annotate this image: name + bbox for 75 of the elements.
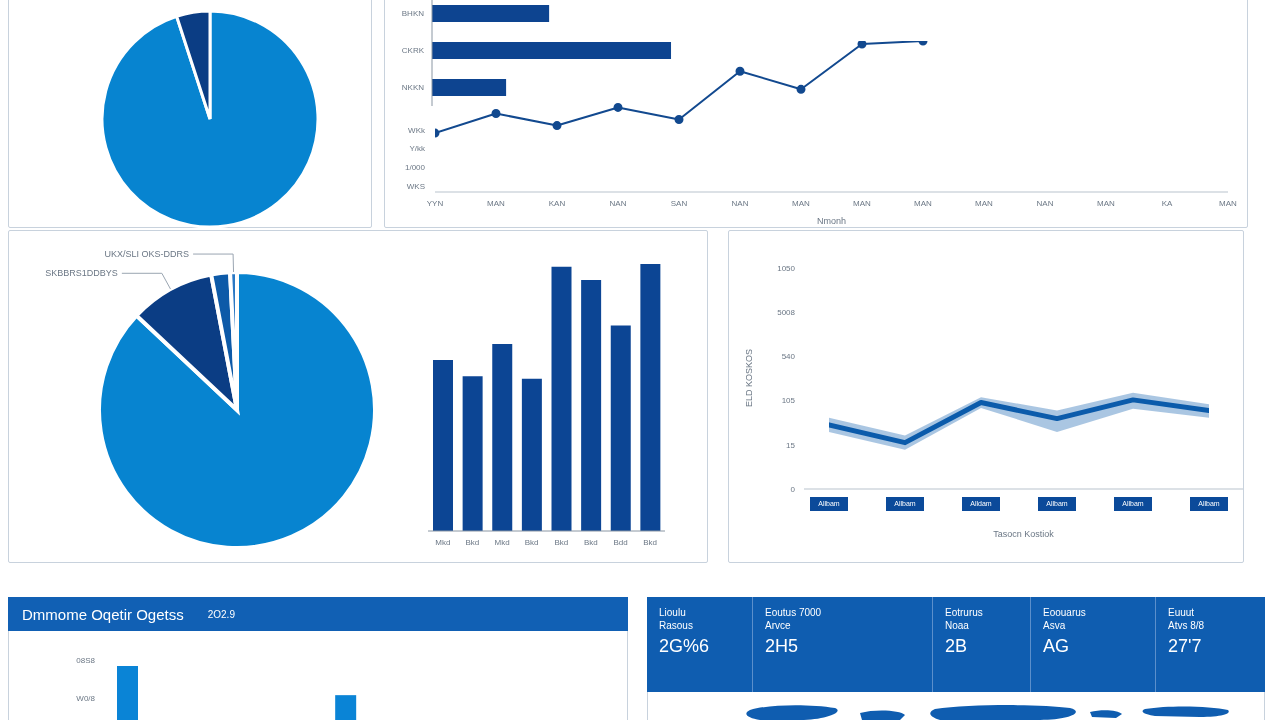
pie-slice: [100, 9, 320, 228]
x-tick-label: MAN: [487, 198, 506, 208]
text: 1050: [777, 263, 796, 273]
bar: [610, 325, 631, 531]
text: Eoutus 7000: [765, 607, 822, 618]
x-tick-label: MAN: [853, 198, 872, 208]
text: 2B: [945, 636, 968, 656]
text: AG: [1043, 636, 1070, 656]
bar: [581, 280, 602, 531]
y-tick-label: CKRK: [401, 46, 425, 56]
x-tick-label: MAN: [1219, 198, 1238, 208]
x-tick-label: Bdd: [613, 537, 628, 547]
point: [857, 41, 867, 49]
text: Euuut: [1168, 607, 1195, 618]
bar: [521, 378, 542, 531]
text: 0: [790, 484, 796, 494]
x-tick-label: Bkd: [554, 537, 569, 547]
x-tick-label: NAN: [731, 198, 749, 208]
x-tick-label: Mkd: [494, 537, 510, 547]
text: 5008: [777, 308, 796, 317]
text: Y/kk: [409, 144, 426, 154]
text: Rasous: [659, 620, 693, 631]
x-axis-title: Nmonh: [816, 216, 847, 226]
y-tick-label: BHKN: [401, 9, 425, 19]
text: 1/000: [404, 163, 426, 173]
x-tick-label: KAN: [548, 198, 566, 208]
text: 2H5: [765, 636, 799, 656]
y-axis-title: ELD KOSKOS: [744, 348, 754, 408]
x-axis-title: Tasocn Kostiok: [993, 529, 1055, 539]
text: Eotrurus: [945, 607, 983, 618]
text: 15: [786, 440, 796, 450]
chart-subtitle: 2O2.9: [207, 608, 235, 620]
text: 08S8: [76, 655, 96, 665]
text: Arvce: [765, 620, 791, 631]
point: [613, 102, 623, 112]
x-tick-label: NAN: [1036, 198, 1054, 208]
text: Atvs 8/8: [1168, 620, 1205, 631]
y-tick-label: NKKN: [401, 83, 425, 93]
text: 2G%6: [659, 636, 710, 656]
annotation: W0/8: [76, 693, 96, 703]
slice-label: UKX/SLI OKS-DDRS: [104, 249, 190, 260]
text: WKS: [406, 181, 425, 191]
bar: [492, 344, 513, 531]
x-tick-label: Bkd: [465, 537, 480, 547]
bar: [640, 264, 661, 531]
chart-title: Dmmome Oqetir Ogetss: [22, 605, 184, 623]
x-tick-label: MAN: [1097, 198, 1116, 208]
bar: [433, 360, 453, 531]
slice-label: SKBBRS1DDBYS: [45, 268, 118, 279]
point: [674, 115, 684, 125]
text: Asva: [1043, 620, 1066, 631]
x-tick-label: Bkd: [524, 537, 539, 547]
x-tick-label: YYN: [426, 198, 444, 208]
x-tick-label: MAN: [792, 198, 811, 208]
point: [796, 84, 806, 94]
text: Noaa: [945, 620, 969, 631]
x-tick-label: MAN: [975, 198, 994, 208]
x-tick-label: SAN: [670, 198, 688, 208]
text: 27'7: [1168, 636, 1202, 656]
point: [552, 121, 562, 131]
x-tick-label: NAN: [609, 198, 627, 208]
point: [735, 66, 745, 76]
text: WKk: [408, 125, 426, 135]
text: 105: [781, 396, 796, 406]
text: Eoouarus: [1043, 607, 1086, 618]
point: [491, 108, 501, 118]
text: Lioulu: [659, 607, 686, 618]
x-tick-label: KA: [1161, 198, 1173, 208]
x-tick-label: Mkd: [435, 537, 451, 547]
x-tick-label: Bkd: [584, 537, 598, 547]
text: 540: [781, 352, 796, 362]
x-tick-label: Bkd: [643, 537, 658, 547]
bar: [551, 266, 572, 531]
bar: [462, 376, 483, 531]
x-tick-label: MAN: [914, 198, 933, 208]
